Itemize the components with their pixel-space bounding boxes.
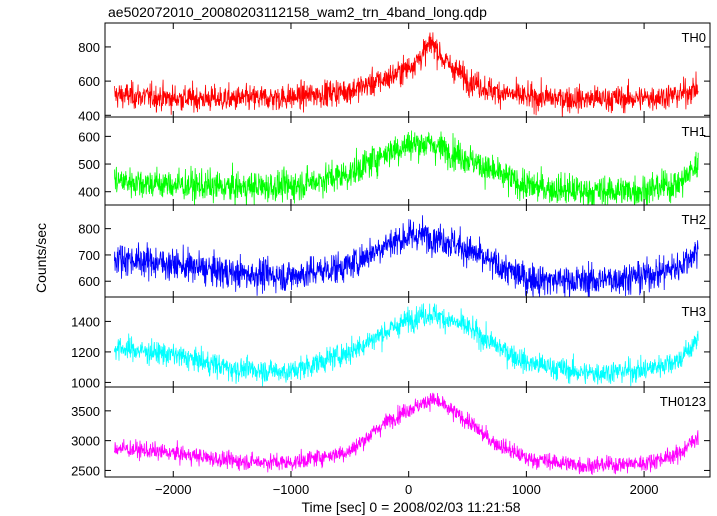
- x-axis: −2000 −1000 0 1000 2000: [155, 482, 659, 497]
- panel-th0: 400 600 800 TH0: [78, 22, 711, 123]
- panel-th1: 400 500 600 TH1: [78, 116, 711, 206]
- panel-th0123: 2500 3000 3500 TH0123: [71, 386, 711, 478]
- x-tick-label: −1000: [273, 482, 310, 497]
- y-tick-label: 500: [78, 157, 100, 172]
- x-axis-label: Time [sec] 0 = 2008/02/03 11:21:58: [301, 499, 520, 515]
- y-tick-label: 800: [78, 40, 100, 55]
- panel-label-th0123: TH0123: [660, 394, 706, 409]
- series-th1-line: [114, 130, 699, 205]
- x-tick-label: −2000: [155, 482, 192, 497]
- y-tick-label: 800: [78, 222, 100, 237]
- y-tick-label: 1400: [71, 314, 100, 329]
- x-tick-label: 0: [405, 482, 412, 497]
- y-tick-label: 3500: [71, 404, 100, 419]
- y-tick-label: 1000: [71, 375, 100, 390]
- panels-group: 400 600 800 TH0 400 500 600 TH1 600 700 800 TH2 1000…: [71, 22, 711, 478]
- y-tick-label: 600: [78, 274, 100, 289]
- y-tick-label: 400: [78, 108, 100, 123]
- series-th0123-line: [114, 392, 699, 475]
- series-th0-line: [114, 32, 699, 117]
- y-tick-label: 700: [78, 248, 100, 263]
- panel-th3: 1000 1200 1400 TH3: [71, 296, 711, 390]
- chart-title: ae502072010_20080203112158_wam2_trn_4ban…: [108, 4, 487, 20]
- y-tick-label: 1200: [71, 345, 100, 360]
- x-tick-label: 2000: [630, 482, 659, 497]
- series-th3-line: [114, 303, 699, 387]
- panel-th2: 600 700 800 TH2: [78, 204, 711, 298]
- panel-label-th1: TH1: [681, 124, 706, 139]
- panel-label-th3: TH3: [681, 304, 706, 319]
- y-tick-label: 2500: [71, 463, 100, 478]
- panel-frame: [104, 386, 711, 478]
- y-axis-label: Counts/sec: [33, 223, 49, 293]
- panel-label-th2: TH2: [681, 212, 706, 227]
- x-tick-label: 1000: [512, 482, 541, 497]
- panel-label-th0: TH0: [681, 30, 706, 45]
- y-tick-label: 3000: [71, 434, 100, 449]
- series-th2-line: [114, 215, 699, 297]
- y-tick-label: 400: [78, 185, 100, 200]
- y-tick-label: 600: [78, 129, 100, 144]
- y-tick-label: 600: [78, 74, 100, 89]
